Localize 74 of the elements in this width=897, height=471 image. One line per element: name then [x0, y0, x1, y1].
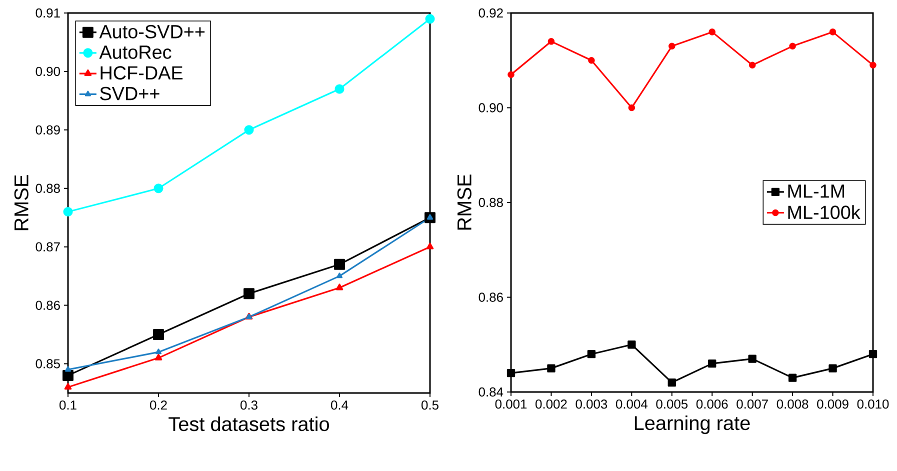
point [64, 366, 72, 372]
point [153, 329, 164, 340]
point [828, 364, 837, 372]
y-tick-label: 0.92 [478, 8, 503, 18]
x-tick-label: 0.003 [576, 400, 608, 409]
point [788, 374, 797, 382]
legend-label: AutoRec [99, 46, 172, 59]
legend-label: HCF-DAE [100, 66, 183, 80]
x-axis-title: Test datasets ratio [168, 416, 329, 432]
x-tick-label: 0.004 [616, 400, 648, 409]
point [668, 378, 676, 387]
x-tick-label: 0.4 [331, 400, 348, 410]
y-tick-label: 0.90 [36, 66, 60, 76]
point [425, 14, 435, 24]
point [426, 242, 434, 250]
x-tick-label: 0.008 [776, 400, 808, 409]
x-tick-label: 0.009 [817, 400, 848, 409]
x-tick-label: 0.010 [857, 400, 889, 409]
x-axis-title: Learning rate [634, 416, 750, 434]
y-tick-label: 0.88 [36, 184, 60, 193]
point [506, 368, 516, 378]
point [668, 42, 676, 50]
y-tick-label: 0.88 [478, 198, 503, 208]
point [789, 42, 796, 50]
point [244, 125, 254, 135]
y-tick-label: 0.85 [36, 359, 60, 368]
point [334, 84, 344, 94]
point [748, 62, 756, 68]
x-tick-label: 0.005 [656, 400, 688, 409]
point [62, 370, 74, 381]
point [508, 71, 514, 78]
point [587, 350, 596, 358]
point [628, 104, 636, 112]
point [336, 272, 343, 278]
x-tick-label: 0.5 [422, 400, 438, 410]
x-tick-label: 0.006 [696, 400, 728, 409]
point [334, 258, 345, 270]
point [748, 354, 756, 363]
x-tick-label: 0.2 [150, 400, 167, 410]
point [155, 348, 162, 354]
point [628, 340, 636, 349]
x-tick-label: 0.3 [240, 400, 258, 410]
x-tick-label: 0.1 [60, 400, 76, 410]
point [154, 354, 162, 360]
point [829, 28, 836, 36]
y-tick-label: 0.89 [36, 125, 60, 134]
point [336, 284, 344, 290]
y-tick-label: 0.91 [36, 8, 60, 18]
y-tick-label: 0.86 [478, 292, 503, 302]
y-axis-title: RMSE [14, 175, 28, 230]
point [64, 383, 72, 390]
legend-label: Auto-SVD++ [99, 24, 205, 38]
point [426, 214, 434, 220]
point [547, 364, 556, 372]
point [154, 184, 164, 194]
point [63, 206, 73, 217]
point [870, 62, 876, 68]
x-tick-label: 0.007 [736, 400, 768, 409]
legend-label: SVD++ [100, 86, 160, 100]
y-tick-label: 0.86 [36, 300, 60, 310]
legend-label: ML-1M [788, 184, 844, 198]
point [708, 359, 716, 368]
point [548, 38, 555, 45]
y-tick-label: 0.87 [36, 242, 60, 252]
point [708, 28, 716, 36]
y-tick-label: 0.84 [478, 387, 504, 397]
y-tick-label: 0.90 [478, 103, 503, 112]
point [868, 350, 878, 358]
x-tick-label: 0.002 [536, 400, 567, 409]
point [588, 56, 595, 64]
point [244, 288, 254, 300]
x-tick-label: 0.001 [495, 400, 527, 409]
y-axis-title: RMSE [457, 174, 472, 230]
legend-label: ML-100k [788, 205, 860, 220]
